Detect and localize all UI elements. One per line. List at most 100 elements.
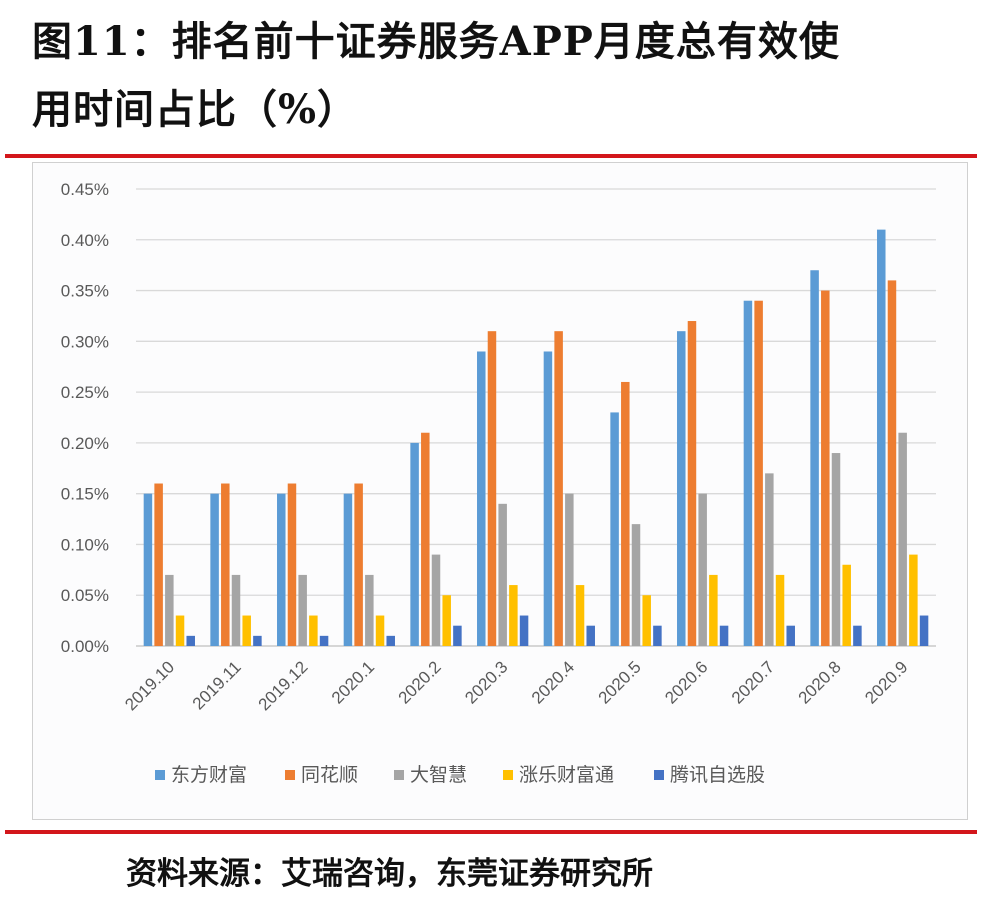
bar <box>877 229 886 646</box>
bar <box>165 574 174 646</box>
bar <box>221 483 230 646</box>
legend-item: 同花顺 <box>285 764 358 786</box>
y-tick-label: 0.05% <box>61 586 109 605</box>
legend-label: 腾讯自选股 <box>670 764 765 786</box>
bar <box>719 625 729 646</box>
bar-group-2019.10 <box>143 483 195 646</box>
bar <box>287 483 297 646</box>
bar-group-2019.12 <box>277 483 329 646</box>
bar <box>565 493 574 646</box>
bar <box>919 615 929 646</box>
bar <box>642 595 651 646</box>
bar <box>709 574 718 646</box>
bar <box>386 635 395 646</box>
x-tick-label: 2020.5 <box>595 657 645 707</box>
bar <box>909 554 918 646</box>
bar <box>298 574 307 646</box>
bar <box>277 493 286 646</box>
figure-title: 图11：排名前十证券服务APP月度总有效使 用时间占比（%） <box>32 8 982 144</box>
bar-group-2020.5 <box>610 381 662 646</box>
legend-swatch <box>155 770 165 780</box>
bar <box>319 635 329 646</box>
bar <box>410 442 419 646</box>
legend-swatch <box>394 770 404 780</box>
bar <box>242 615 251 646</box>
bar <box>898 432 907 646</box>
bar-group-2020.2 <box>410 432 462 646</box>
bar <box>575 585 585 646</box>
bar <box>842 564 851 646</box>
x-tick-label: 2019.10 <box>121 657 178 714</box>
y-tick-label: 0.20% <box>61 434 109 453</box>
chart-container: 0.00% 0.05% 0.10% 0.15% 0.20% 0.25% 0.30% 0.35%… <box>32 162 968 820</box>
legend-item: 腾讯自选股 <box>654 764 765 786</box>
bar <box>631 524 641 646</box>
legend-label: 涨乐财富通 <box>519 764 614 786</box>
bar-group-2020.6 <box>677 321 729 646</box>
bar-group-2020.1 <box>343 483 395 646</box>
bar <box>853 625 862 646</box>
top-divider <box>5 154 977 158</box>
bar <box>610 412 619 646</box>
y-tick-label: 0.15% <box>61 485 109 504</box>
legend-item: 涨乐财富通 <box>503 764 614 786</box>
legend-label: 大智慧 <box>410 764 467 786</box>
bar <box>477 351 486 646</box>
bar <box>453 625 462 646</box>
bottom-divider <box>5 830 977 834</box>
legend-item: 大智慧 <box>394 764 467 786</box>
bar-group-2020.8 <box>810 270 862 646</box>
legend-item: 东方财富 <box>155 764 247 786</box>
bar <box>210 493 219 646</box>
bar <box>186 635 195 646</box>
bar <box>253 635 262 646</box>
bar <box>365 574 374 646</box>
x-tick-label: 2020.3 <box>461 657 511 707</box>
y-tick-label: 0.10% <box>61 535 109 554</box>
bar <box>687 321 697 646</box>
legend-swatch <box>654 770 664 780</box>
bar <box>431 554 441 646</box>
x-tick-label: 2020.6 <box>661 657 711 707</box>
bar <box>498 503 507 646</box>
bar <box>775 574 785 646</box>
y-tick-label: 0.00% <box>61 637 109 656</box>
bar <box>231 574 241 646</box>
bar-group-2020.4 <box>543 331 595 646</box>
bar <box>831 453 841 646</box>
bar <box>554 331 563 646</box>
bar <box>621 381 630 646</box>
bar <box>543 351 553 646</box>
source-note: 资料来源：艾瑞咨询，东莞证券研究所 <box>126 856 653 892</box>
bar <box>343 493 353 646</box>
y-tick-label: 0.45% <box>61 180 109 199</box>
bar <box>743 300 753 646</box>
bar <box>154 483 163 646</box>
bar <box>586 625 595 646</box>
bar <box>354 483 363 646</box>
bar <box>887 280 897 646</box>
y-tick-label: 0.25% <box>61 383 109 402</box>
y-tick-label: 0.30% <box>61 332 109 351</box>
y-tick-label: 0.40% <box>61 231 109 250</box>
y-tick-label: 0.35% <box>61 282 109 301</box>
bar <box>821 290 830 646</box>
figure-title-line2: 用时间占比（%） <box>32 86 359 133</box>
bar <box>143 493 153 646</box>
bar-group-2020.9 <box>877 229 929 646</box>
bar-group-2019.11 <box>210 483 262 646</box>
x-tick-label: 2020.9 <box>861 657 911 707</box>
bar <box>175 615 185 646</box>
bar-group-2020.3 <box>477 331 529 646</box>
x-tick-label: 2020.4 <box>528 657 578 707</box>
x-tick-label: 2019.11 <box>189 657 245 713</box>
figure-title-line1: 图11：排名前十证券服务APP月度总有效使 <box>32 18 840 65</box>
bar <box>810 270 819 646</box>
x-tick-label: 2020.2 <box>395 657 445 707</box>
x-tick-label: 2020.8 <box>795 657 845 707</box>
x-tick-label: 2020.7 <box>728 657 778 707</box>
legend-label: 东方财富 <box>171 764 247 786</box>
x-tick-label: 2019.12 <box>255 657 312 714</box>
legend-swatch <box>285 770 295 780</box>
bar <box>677 331 686 646</box>
